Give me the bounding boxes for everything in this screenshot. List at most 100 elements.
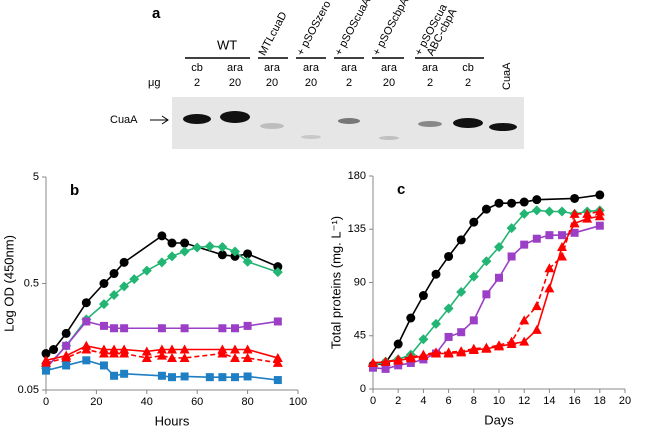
group-label: MTLcuaD xyxy=(257,10,290,58)
lane-label: cb xyxy=(462,62,474,74)
marker xyxy=(431,347,441,357)
marker xyxy=(81,344,92,354)
group-label: + pSOScbpA xyxy=(371,0,412,58)
marker xyxy=(243,321,252,330)
lane-label: ara xyxy=(341,62,358,74)
marker xyxy=(180,324,189,333)
marker xyxy=(519,208,530,219)
marker xyxy=(456,346,467,356)
y-tick-label: 45 xyxy=(354,330,366,342)
marker xyxy=(431,318,441,329)
marker xyxy=(519,336,530,346)
marker xyxy=(242,352,253,362)
marker xyxy=(243,249,253,259)
marker xyxy=(99,279,109,288)
marker xyxy=(272,357,283,367)
marker xyxy=(167,251,177,262)
x-tick-label: 18 xyxy=(594,395,606,407)
band-label: CuaA xyxy=(110,114,138,126)
marker xyxy=(98,348,109,358)
marker xyxy=(569,208,580,218)
series-line xyxy=(45,234,279,355)
x-tick-label: 0 xyxy=(370,395,376,407)
lane-label: ara xyxy=(422,62,439,74)
marker xyxy=(242,344,253,354)
marker xyxy=(99,321,108,330)
marker xyxy=(431,269,441,279)
marker xyxy=(62,341,71,350)
marker xyxy=(544,283,555,293)
lane-label: 2 xyxy=(427,77,433,89)
marker xyxy=(443,347,454,357)
marker xyxy=(494,340,504,350)
panel-label: b xyxy=(70,182,79,199)
marker xyxy=(469,217,479,227)
y-tick-label: 0.5 xyxy=(24,277,39,289)
marker xyxy=(230,246,240,257)
marker xyxy=(557,206,567,217)
marker xyxy=(406,313,416,323)
marker xyxy=(218,373,227,382)
marker xyxy=(217,242,228,253)
marker xyxy=(393,339,403,349)
marker xyxy=(506,223,517,234)
marker xyxy=(230,344,240,354)
marker xyxy=(444,251,454,261)
marker xyxy=(243,372,252,381)
marker xyxy=(272,352,283,362)
lane-label: ara xyxy=(381,62,398,74)
marker xyxy=(444,332,453,341)
marker xyxy=(217,348,228,358)
marker xyxy=(393,354,404,364)
marker xyxy=(519,315,530,325)
marker xyxy=(594,206,605,216)
marker xyxy=(595,190,605,200)
series-line xyxy=(372,215,600,364)
marker xyxy=(157,231,167,241)
lane-label: 2 xyxy=(194,77,200,89)
marker xyxy=(179,344,190,354)
y-tick-label: 90 xyxy=(354,276,366,288)
marker xyxy=(179,352,190,362)
marker xyxy=(120,369,129,378)
x-tick-label: 10 xyxy=(493,395,505,407)
lane-label: 2 xyxy=(465,77,471,89)
x-tick-label: 40 xyxy=(141,396,153,408)
marker xyxy=(456,235,466,245)
marker xyxy=(129,274,140,285)
marker xyxy=(381,364,390,373)
marker xyxy=(119,348,130,358)
marker xyxy=(156,344,167,354)
y-tick-label: 0.05 xyxy=(18,384,39,396)
marker xyxy=(119,281,130,292)
x-tick-label: 4 xyxy=(420,395,426,407)
x-tick-label: 2 xyxy=(395,395,401,407)
marker xyxy=(457,328,466,337)
marker xyxy=(120,324,129,333)
marker xyxy=(443,303,454,314)
marker xyxy=(394,361,403,370)
lane-label: 20 xyxy=(305,77,317,89)
x-tick-label: 14 xyxy=(543,395,555,407)
marker xyxy=(273,376,282,385)
panel-label: a xyxy=(152,5,161,22)
marker xyxy=(81,298,91,308)
marker xyxy=(156,350,167,360)
marker xyxy=(558,231,566,240)
marker xyxy=(179,246,190,257)
marker xyxy=(61,328,71,338)
x-axis-label: Hours xyxy=(155,413,190,428)
marker xyxy=(272,267,283,278)
marker xyxy=(156,257,167,268)
marker xyxy=(570,228,579,237)
marker xyxy=(544,206,555,217)
y-axis-label: Total proteins (mg. L⁻¹) xyxy=(328,216,343,349)
group-label: + pSOSzero xyxy=(295,0,334,58)
lane-label: ara xyxy=(227,62,244,74)
lane-label: cb xyxy=(191,62,203,74)
x-axis-label: Days xyxy=(484,412,514,427)
x-tick-label: 8 xyxy=(471,395,477,407)
group-label: WT xyxy=(217,37,237,52)
marker xyxy=(405,352,416,362)
marker xyxy=(544,263,555,273)
